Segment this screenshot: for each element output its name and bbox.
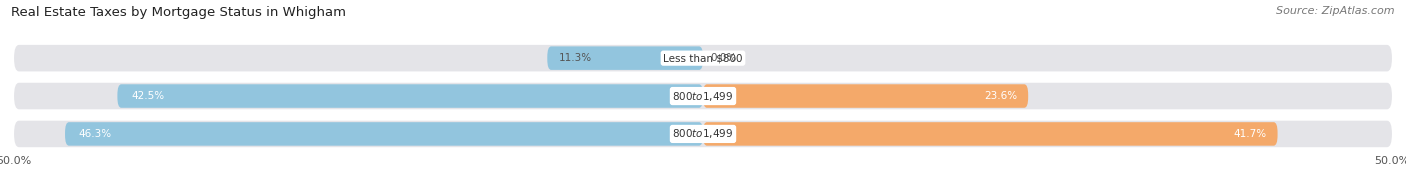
FancyBboxPatch shape <box>703 122 1278 146</box>
FancyBboxPatch shape <box>547 46 703 70</box>
Text: 0.0%: 0.0% <box>710 53 737 63</box>
Text: 46.3%: 46.3% <box>79 129 112 139</box>
FancyBboxPatch shape <box>14 121 1392 147</box>
Text: Source: ZipAtlas.com: Source: ZipAtlas.com <box>1277 6 1395 16</box>
Text: 41.7%: 41.7% <box>1233 129 1267 139</box>
Text: $800 to $1,499: $800 to $1,499 <box>672 127 734 140</box>
FancyBboxPatch shape <box>65 122 703 146</box>
FancyBboxPatch shape <box>703 84 1028 108</box>
FancyBboxPatch shape <box>14 83 1392 109</box>
Text: Real Estate Taxes by Mortgage Status in Whigham: Real Estate Taxes by Mortgage Status in … <box>11 6 346 19</box>
Text: 11.3%: 11.3% <box>558 53 592 63</box>
Text: 42.5%: 42.5% <box>131 91 165 101</box>
FancyBboxPatch shape <box>117 84 703 108</box>
Text: $800 to $1,499: $800 to $1,499 <box>672 90 734 103</box>
Text: Less than $800: Less than $800 <box>664 53 742 63</box>
FancyBboxPatch shape <box>14 45 1392 71</box>
Text: 23.6%: 23.6% <box>984 91 1017 101</box>
